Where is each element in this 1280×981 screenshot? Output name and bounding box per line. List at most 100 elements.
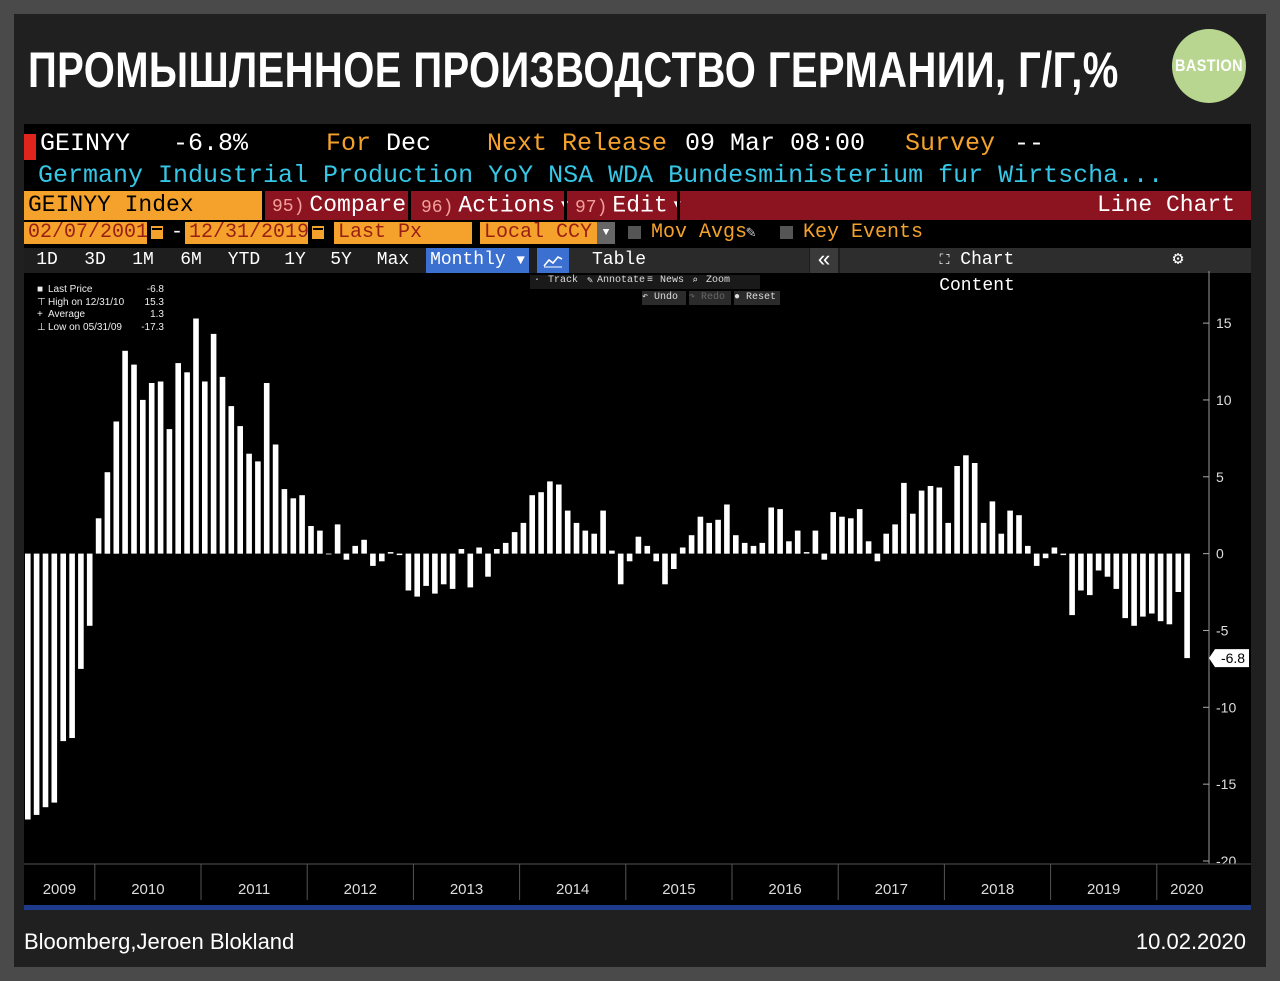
bar-37 <box>352 545 358 554</box>
end-date-field[interactable]: 12/31/2019 <box>185 222 309 244</box>
start-date-field[interactable]: 02/07/2001 <box>24 222 148 244</box>
bar-45 <box>423 553 429 586</box>
bar-25 <box>246 453 252 554</box>
bar-97 <box>883 533 889 554</box>
year-label-1: 2010 <box>131 881 164 898</box>
divider <box>564 191 567 220</box>
bar-43 <box>405 553 412 591</box>
redo-button[interactable]: ↷ Redo <box>689 291 731 305</box>
bar-35 <box>334 524 341 554</box>
source-label: Bloomberg,Jeroen Blokland <box>24 929 295 954</box>
bar-90 <box>821 553 828 560</box>
legend-average-value: 1.3 <box>150 309 164 320</box>
bar-73 <box>671 553 677 569</box>
bar-57 <box>529 495 535 554</box>
bar-23 <box>228 406 235 554</box>
calendar-icon[interactable] <box>311 225 325 240</box>
track-icon[interactable]: · <box>534 275 541 286</box>
bar-61 <box>564 510 571 554</box>
bar-120 <box>1087 553 1093 596</box>
bar-131 <box>1184 553 1190 659</box>
date-label: 10.02.2020 <box>1135 929 1246 954</box>
line-chart-icon[interactable] <box>537 248 569 273</box>
reset-button[interactable]: ● Reset <box>734 291 780 305</box>
actions-button[interactable]: 96)Actions▼ <box>421 191 569 220</box>
range-3d[interactable]: 3D <box>84 250 106 270</box>
frequency-select[interactable]: Monthly ▼ <box>426 248 529 273</box>
y-tick-label-0: 15 <box>1216 315 1232 331</box>
currency-select[interactable]: Local CCY <box>480 222 597 244</box>
price-field-select[interactable]: Last Px <box>334 222 472 244</box>
bar-52 <box>485 553 491 577</box>
chevron-down-icon[interactable]: ▼ <box>597 222 615 244</box>
bar-98 <box>892 524 898 554</box>
key-events-checkbox[interactable] <box>780 226 793 239</box>
bar-18 <box>184 372 190 554</box>
bar-113 <box>1025 545 1031 554</box>
reset-icon: ● <box>734 292 741 303</box>
news-button[interactable]: News <box>660 275 685 286</box>
bar-69 <box>635 536 642 554</box>
range-1d[interactable]: 1D <box>36 250 58 270</box>
zoom-button[interactable]: Zoom <box>706 275 731 286</box>
bar-13 <box>140 399 146 554</box>
next-release-value: 09 Mar 08:00 <box>685 129 866 158</box>
bar-93 <box>848 518 854 554</box>
chart-legend: ■ Last Price -6.8 ⊤ High on 12/31/10 15.3 + A… <box>34 284 164 334</box>
zoom-icon[interactable]: ⌕ <box>692 276 699 287</box>
annotate-button[interactable]: Annotate <box>597 275 646 286</box>
annotate-icon[interactable]: ✎ <box>587 276 594 287</box>
compare-button[interactable]: 95) Compare <box>272 191 407 220</box>
range-6m[interactable]: 6M <box>180 250 202 270</box>
range-ytd[interactable]: YTD <box>227 250 261 270</box>
calendar-icon[interactable] <box>150 225 164 240</box>
bar-103 <box>936 487 943 554</box>
y-tick-label-4: -5 <box>1216 622 1229 638</box>
security-header: GEINYY -6.8% For Dec Next Release 09 Mar… <box>24 128 1251 160</box>
pencil-icon[interactable]: ✎ <box>746 224 756 242</box>
chart-tools: · Track ✎ Annotate ≡ News ⌕ Zoom <box>530 275 760 289</box>
bottom-bar <box>24 905 1251 910</box>
survey-value: -- <box>1014 129 1045 158</box>
legend-last-price-value: -6.8 <box>146 284 164 295</box>
bar-64 <box>591 533 597 554</box>
undo-button[interactable]: ↶ Undo <box>642 291 686 305</box>
range-5y[interactable]: 5Y <box>330 250 352 270</box>
year-label-10: 2019 <box>1087 881 1120 898</box>
gear-icon[interactable]: ⚙ <box>1172 250 1184 270</box>
bar-117 <box>1060 553 1067 556</box>
chart-type-label[interactable]: Line Chart <box>1096 192 1235 218</box>
average-icon: + <box>37 309 43 320</box>
bar-104 <box>945 522 951 554</box>
bar-83 <box>759 542 766 554</box>
mov-avgs-checkbox[interactable] <box>628 226 641 239</box>
bar-67 <box>617 553 624 585</box>
range-max[interactable]: Max <box>376 250 410 270</box>
bar-101 <box>918 490 925 554</box>
chart-content-button[interactable]: ⛶ Chart Content <box>904 248 1050 296</box>
collapse-icon[interactable]: « <box>810 248 838 273</box>
bar-74 <box>679 547 686 554</box>
bar-75 <box>688 535 695 554</box>
chart-content-label: Chart Content <box>939 250 1015 296</box>
track-button[interactable]: Track <box>548 275 579 286</box>
table-button[interactable]: Table <box>591 250 646 270</box>
bar-85 <box>777 509 783 554</box>
bar-32 <box>308 526 314 554</box>
key-events-label: Key Events <box>803 221 924 244</box>
index-field[interactable]: GEINYY Index <box>24 191 262 220</box>
edit-button[interactable]: 97)Edit▼ <box>575 191 681 220</box>
y-tick-label-1: 10 <box>1216 392 1232 408</box>
bar-6 <box>78 553 84 669</box>
last-value-tag <box>1209 649 1249 668</box>
range-1m[interactable]: 1M <box>132 250 154 270</box>
bar-115 <box>1042 553 1049 559</box>
year-label-2: 2011 <box>238 881 270 898</box>
mov-avgs-label: Mov Avgs <box>651 221 748 244</box>
news-icon[interactable]: ≡ <box>647 275 654 286</box>
bar-42 <box>396 553 403 556</box>
bar-46 <box>432 553 438 594</box>
bar-8 <box>95 518 102 554</box>
range-1y[interactable]: 1Y <box>284 250 306 270</box>
bar-78 <box>715 519 721 554</box>
